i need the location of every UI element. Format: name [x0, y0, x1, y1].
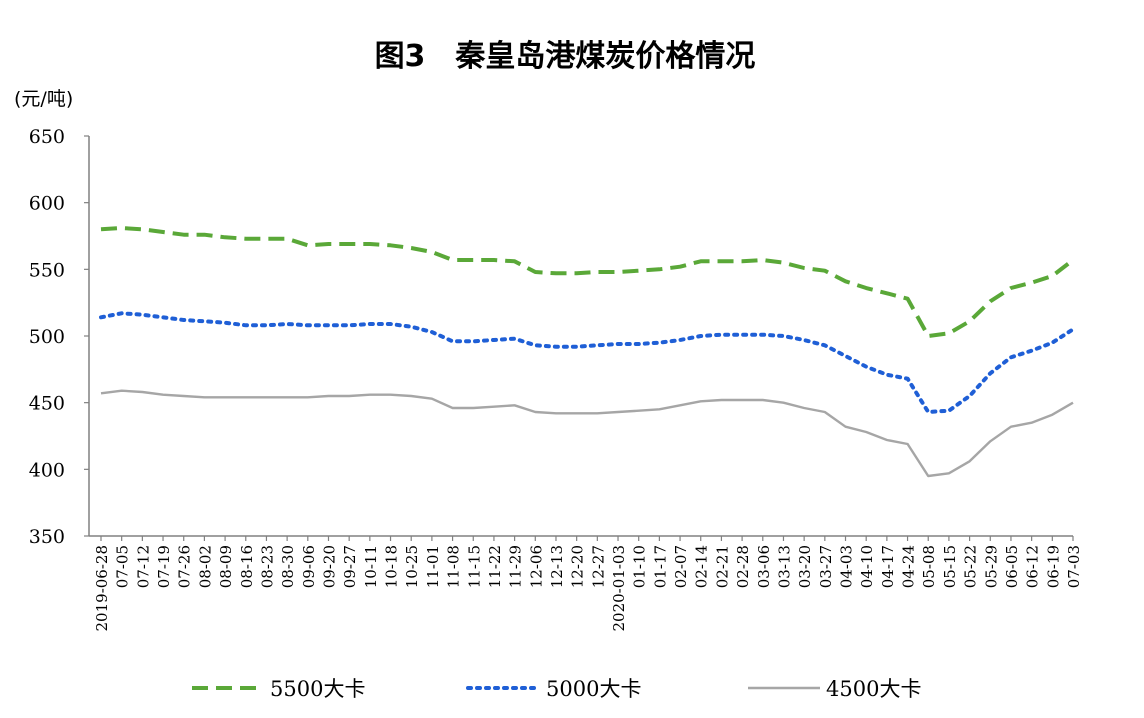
x-tick-label: 02-14	[693, 545, 711, 588]
x-tick-label: 09-20	[320, 545, 338, 588]
legend-label: 5500大卡	[270, 677, 365, 701]
x-tick-label: 08-16	[238, 545, 256, 588]
x-tick-label: 10-18	[383, 545, 401, 588]
series-line-5500kcal	[100, 226, 1075, 338]
legend-item-5000kcal: 5000大卡	[466, 677, 641, 701]
x-tick-label: 05-08	[920, 545, 938, 588]
x-tick-label: 04-17	[879, 545, 897, 588]
x-tick-label: 07-05	[114, 545, 132, 588]
x-tick-label: 10-25	[403, 545, 421, 588]
x-tick-label: 01-10	[631, 545, 649, 588]
series-layer	[99, 226, 1075, 478]
x-tick-label: 08-30	[279, 545, 297, 588]
x-tick-label: 12-06	[527, 545, 545, 588]
x-tick-label: 07-19	[155, 545, 173, 588]
x-tick-label: 03-27	[817, 545, 835, 588]
x-tick-label: 06-05	[1003, 545, 1021, 588]
x-tick-label: 02-21	[713, 545, 731, 588]
x-tick-label: 01-17	[651, 545, 669, 588]
x-tick-label: 2019-06-28	[93, 545, 111, 631]
x-tick-label: 08-09	[217, 545, 235, 588]
legend-label: 4500大卡	[826, 677, 921, 701]
chart-title: 图3 秦皇岛港煤炭价格情况	[375, 39, 756, 74]
x-tick-label: 2020-01-03	[610, 545, 628, 631]
y-tick-label: 600	[29, 193, 65, 215]
x-tick-label: 02-07	[672, 545, 690, 588]
x-tick-label: 03-06	[755, 545, 773, 588]
x-tick-label: 11-22	[486, 545, 504, 588]
y-axis-unit-label: (元/吨)	[14, 88, 73, 110]
x-tick-label: 11-08	[445, 545, 463, 588]
x-tick-label: 05-15	[941, 545, 959, 588]
y-tick-label: 400	[29, 459, 65, 481]
x-tick-label: 08-23	[258, 545, 276, 588]
x-tick-label: 12-27	[589, 545, 607, 588]
y-tick-label: 500	[29, 326, 65, 348]
x-tick-label: 09-27	[341, 545, 359, 588]
legend: 5500大卡 5000大卡 4500大卡	[192, 677, 921, 701]
y-tick-label: 350	[29, 526, 65, 548]
x-tick-label: 04-03	[838, 545, 856, 588]
x-tick-label: 02-28	[734, 545, 752, 588]
x-tick-label: 05-29	[982, 545, 1000, 588]
y-tick-label: 550	[29, 259, 65, 281]
x-tick-label: 07-12	[134, 545, 152, 588]
x-tick-label: 11-29	[507, 545, 525, 588]
series-line-5000kcal	[99, 311, 1075, 414]
x-tick-label: 06-12	[1024, 545, 1042, 588]
series-line-4500kcal	[100, 389, 1074, 478]
x-tick-label: 10-11	[362, 545, 380, 588]
x-tick-label: 09-06	[300, 545, 318, 588]
legend-label: 5000大卡	[546, 677, 641, 701]
x-tick-label: 05-22	[962, 545, 980, 588]
x-tick-label: 04-24	[900, 545, 918, 588]
x-tick-label: 03-20	[796, 545, 814, 588]
y-tick-label: 450	[29, 393, 65, 415]
legend-item-5500kcal: 5500大卡	[192, 677, 365, 701]
x-tick-label: 11-15	[465, 545, 483, 588]
x-tick-label: 08-02	[196, 545, 214, 588]
x-tick-label: 03-13	[775, 545, 793, 588]
legend-item-4500kcal: 4500大卡	[748, 677, 921, 701]
y-tick-label: 650	[29, 126, 65, 148]
x-tick-label: 12-20	[569, 545, 587, 588]
x-tick-label: 07-26	[176, 545, 194, 588]
x-tick-label: 04-10	[858, 545, 876, 588]
x-tick-label: 11-01	[424, 545, 442, 588]
x-tick-label: 07-03	[1065, 545, 1083, 588]
x-tick-label: 06-19	[1044, 545, 1062, 588]
x-tick-label: 12-13	[548, 545, 566, 588]
